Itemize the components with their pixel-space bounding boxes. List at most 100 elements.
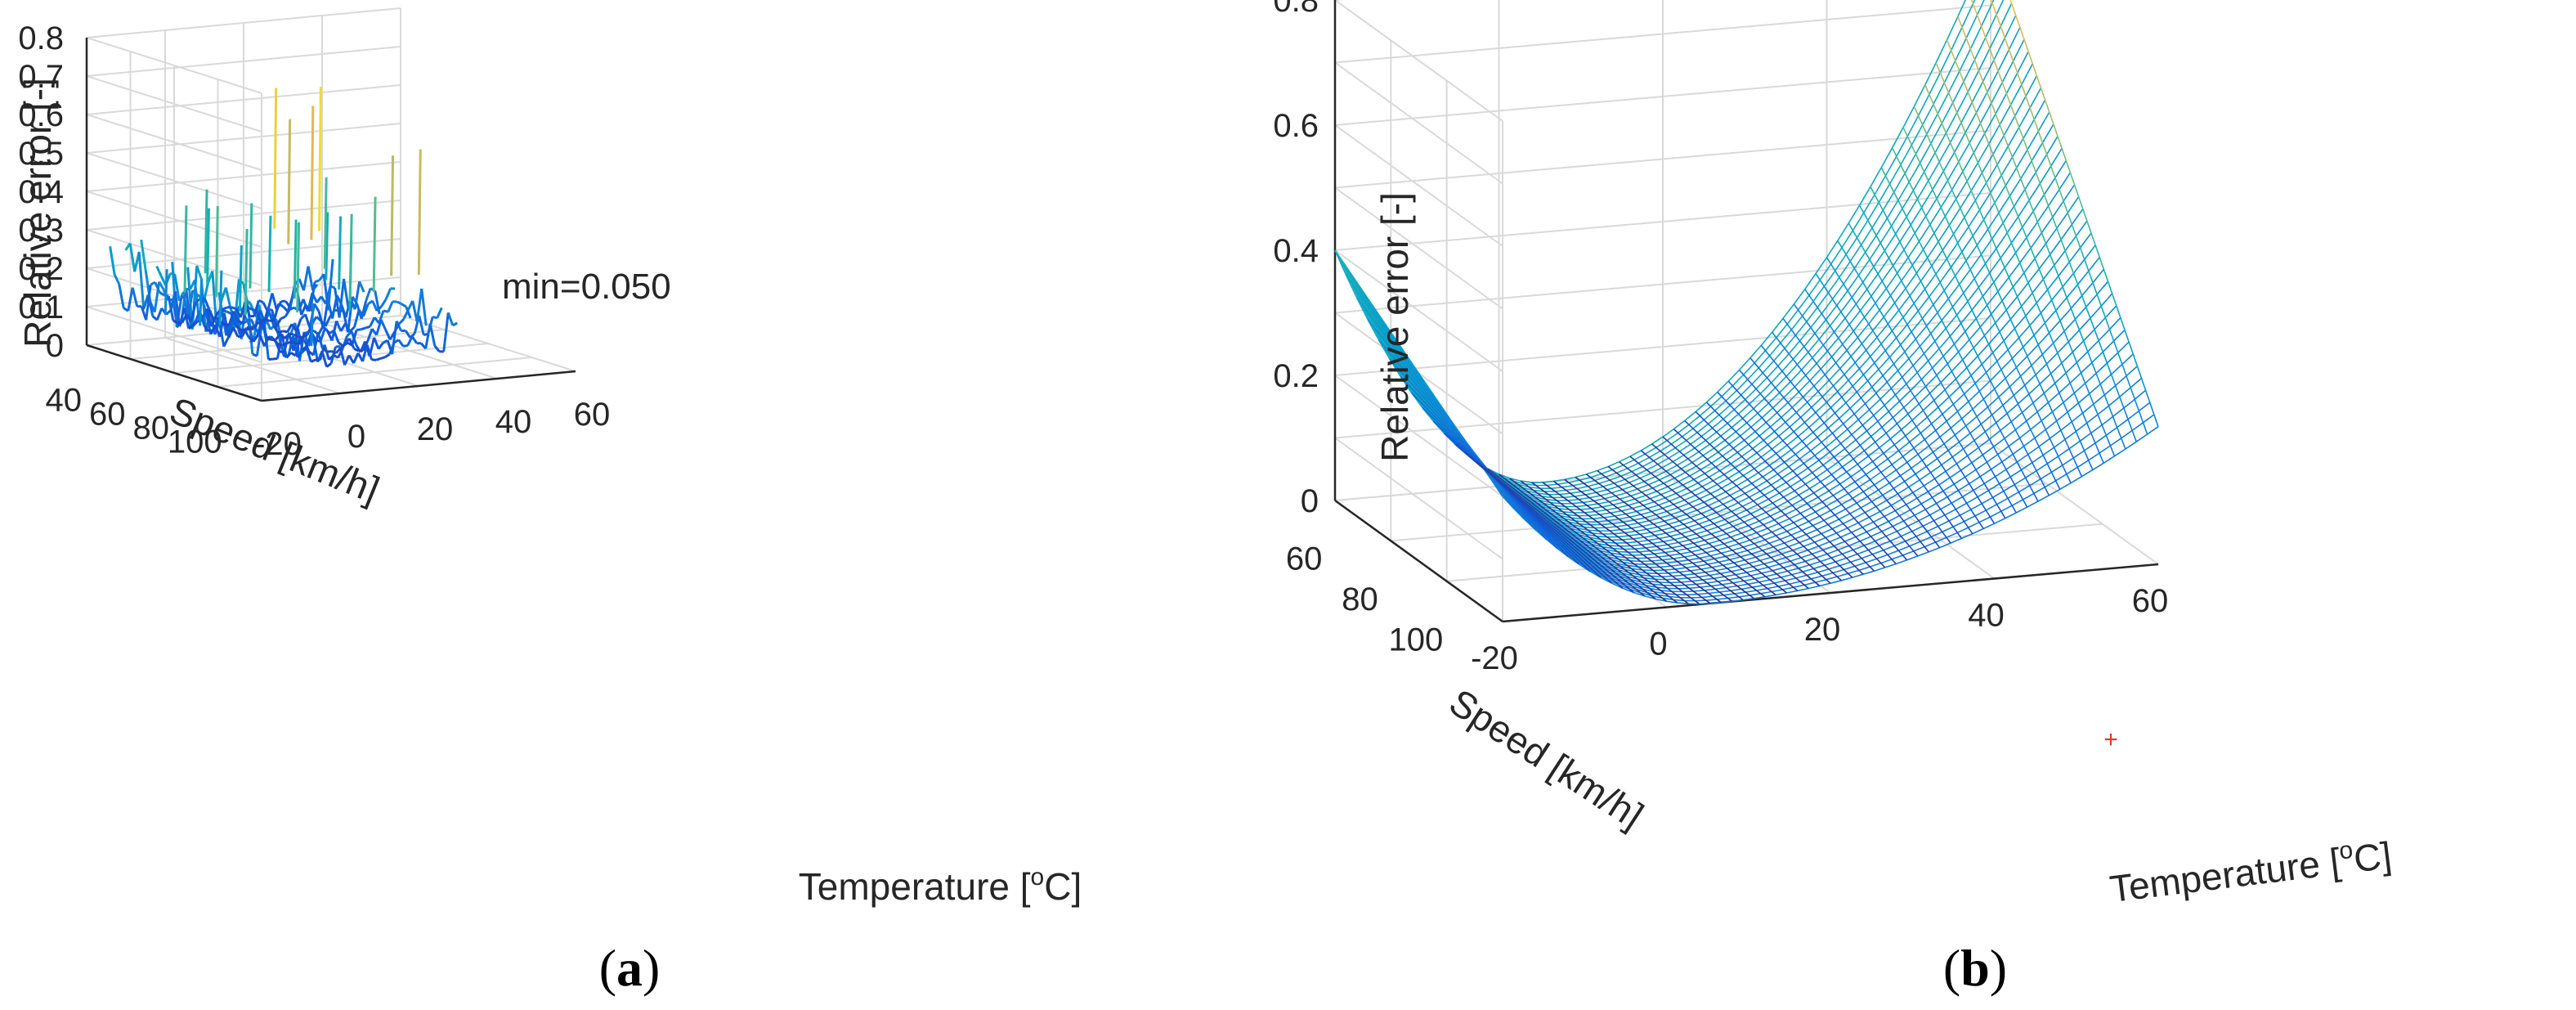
panel-b-mesh-segment [2090, 278, 2099, 299]
panel-a-mesh-segment [380, 299, 388, 307]
panel-b-mesh-segment [2071, 421, 2080, 438]
panel-b-mesh-segment [1416, 380, 1425, 390]
panel-b-mesh-segment [1794, 433, 1803, 442]
panel-b-mesh-segment [1776, 550, 1785, 557]
panel-b-mesh-segment [1539, 511, 1548, 518]
panel-b-mesh-segment [2005, 229, 2014, 247]
panel-b-mesh-segment [2034, 467, 2043, 483]
panel-b-mesh-segment [1496, 479, 1505, 487]
panel-b-mesh-segment [1705, 402, 1714, 410]
panel-b-mesh-segment [1673, 593, 1682, 599]
panel-b-mesh-segment [2062, 286, 2071, 306]
panel-b-mesh-segment [1696, 496, 1705, 503]
panel-b-mesh-segment [1516, 509, 1525, 520]
panel-b-mesh-segment [1835, 515, 1844, 524]
panel-b-mesh-segment [1964, 523, 1973, 535]
panel-b-mesh-segment [1465, 453, 1474, 460]
panel-b-mesh-segment [1689, 490, 1698, 497]
panel-b-mesh-segment [1569, 545, 1578, 553]
panel-b-mesh-segment [1377, 325, 1386, 335]
panel-b-mesh-segment [1781, 370, 1790, 380]
panel-b-mesh-segment [1552, 527, 1561, 535]
panel-b-mesh-segment [1577, 506, 1585, 514]
panel-a-mesh-segment [173, 273, 181, 302]
panel-b-mesh-segment [1594, 563, 1602, 571]
panel-b-mesh-segment [1857, 504, 1866, 514]
panel-b-mesh-segment [1740, 437, 1749, 445]
panel-b-mesh-segment [1932, 367, 1940, 381]
panel-b-mesh-segment [1431, 393, 1440, 405]
panel-b-grid [1334, 0, 2159, 622]
panel-b-mesh-segment [1958, 513, 1966, 524]
panel-a-mesh-segment [310, 358, 316, 363]
panel-b-mesh-segment [2020, 178, 2029, 197]
panel-b-mesh-segment [1670, 582, 1679, 590]
panel-b-label: (b) [1943, 939, 2007, 997]
panel-b-mesh-segment [1566, 544, 1574, 553]
panel-b-mesh-segment [1774, 533, 1782, 541]
panel-b-mesh-segment [1933, 232, 1942, 248]
panel-b-mesh-segment [1654, 461, 1663, 469]
panel-b-mesh-segment [1620, 571, 1628, 578]
panel-b-mesh-segment [1440, 414, 1449, 424]
panel-a-mesh-segment [167, 295, 175, 321]
panel-b-mesh-segment [1848, 560, 1857, 568]
panel-b-mesh-segment [1743, 492, 1751, 500]
panel-b-mesh-segment [1724, 518, 1732, 526]
panel-b-mesh-segment [1728, 589, 1736, 595]
panel-b-mesh-segment [1606, 550, 1615, 557]
panel-b-mesh-segment [1380, 322, 1389, 334]
panel-b-mesh-segment [1544, 525, 1553, 533]
panel-b-mesh-segment [1808, 448, 1817, 458]
panel-b-mesh-segment [1706, 517, 1714, 524]
panel-b-mesh-segment [1684, 420, 1692, 429]
panel-b-mesh-segment [1813, 385, 1822, 396]
panel-b-mesh-segment [1518, 495, 1527, 502]
panel-b-mesh-segment [1626, 586, 1634, 594]
panel-b-mesh-segment [1643, 467, 1652, 474]
panel-b-mesh-segment [2018, 263, 2027, 281]
panel-b-mesh-segment [1597, 536, 1606, 543]
panel-b-mesh-segment [1942, 356, 1951, 370]
panel-b-mesh-segment [1593, 540, 1602, 546]
panel-b-mesh-segment [1848, 222, 1857, 236]
panel-b-mesh-segment [1756, 532, 1764, 540]
panel-a-x-tick: 0 [347, 419, 365, 455]
panel-b-mesh-segment [1522, 506, 1531, 515]
panel-b-mesh-segment [2074, 460, 2083, 477]
panel-b-mesh-segment [1924, 412, 1933, 424]
panel-a-mesh-segment [285, 352, 293, 359]
panel-a-mesh-segment [432, 315, 438, 320]
panel-b-mesh-segment [1913, 105, 1922, 123]
panel-b-mesh-segment [1959, 467, 1968, 480]
panel-b-mesh-segment [1828, 508, 1837, 517]
panel-b-mesh-segment [1806, 376, 1815, 387]
panel-b-mesh-segment [1705, 541, 1714, 548]
panel-b-mesh-segment [2027, 196, 2036, 215]
panel-b-mesh-segment [1682, 565, 1691, 572]
panel-a-mesh-segment [384, 329, 392, 341]
panel-a-mesh-segment [302, 345, 308, 351]
panel-b-mesh-segment [1539, 530, 1548, 540]
panel-b-mesh-segment [1457, 441, 1465, 450]
panel-b-mesh-segment [1651, 473, 1659, 480]
panel-b-mesh-segment [1813, 526, 1822, 535]
panel-b-mesh-segment [2017, 403, 2026, 419]
panel-b-mesh-segment [1960, 415, 1969, 429]
panel-b-mesh-segment [1754, 451, 1763, 460]
panel-b-mesh-segment [1757, 504, 1765, 512]
panel-b-mesh-segment [1781, 416, 1789, 426]
panel-b-mesh-segment [1749, 526, 1758, 533]
panel-b-mesh-segment [1516, 499, 1525, 507]
panel-b-mesh-segment [1425, 406, 1433, 415]
panel-b-mesh-segment [1802, 396, 1811, 406]
panel-b-mesh-segment [1818, 479, 1827, 488]
panel-b-mesh-segment [1745, 420, 1754, 429]
panel-b-mesh-segment [1897, 450, 1906, 461]
panel-b-mesh-segment [1682, 582, 1690, 589]
panel-b-min-marker: + [2103, 726, 2118, 753]
panel-b-mesh-segment [1844, 488, 1852, 497]
panel-b-mesh-segment [1463, 447, 1472, 456]
panel-b-mesh-segment [1599, 554, 1607, 562]
panel-b-mesh-segment [1609, 568, 1618, 575]
